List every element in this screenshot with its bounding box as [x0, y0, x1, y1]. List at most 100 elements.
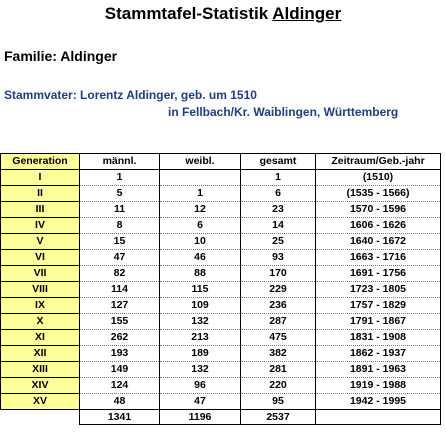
- cell-gesamt: 6: [240, 185, 316, 202]
- cell-gesamt: 14: [240, 217, 316, 234]
- table-row: IX 127 109 236 1757 - 1829: [0, 297, 441, 314]
- table-row: VIII 114 115 229 1723 - 1805: [0, 281, 441, 298]
- cell-maennlich: 155: [79, 313, 160, 330]
- cell-weiblich: 47: [159, 393, 241, 410]
- cell-zeitraum: 1757 - 1829: [315, 297, 441, 314]
- cell-generation: I: [0, 169, 80, 186]
- table-row: I 1 1 (1510): [0, 169, 441, 186]
- title-family-name: Aldinger: [272, 4, 342, 23]
- cell-maennlich: 1: [79, 169, 160, 186]
- cell-weiblich: 12: [159, 201, 241, 218]
- cell-zeitraum: 1919 - 1988: [315, 377, 441, 394]
- total-maennlich: 1341: [79, 409, 160, 425]
- cell-maennlich: 82: [79, 265, 160, 282]
- cell-gesamt: 220: [240, 377, 316, 394]
- cell-generation: II: [0, 185, 80, 202]
- header-gesamt: gesamt: [240, 153, 316, 170]
- cell-maennlich: 11: [79, 201, 160, 218]
- cell-weiblich: 213: [159, 329, 241, 346]
- table-row: X 155 132 287 1791 - 1867: [0, 313, 441, 330]
- cell-gesamt: 23: [240, 201, 316, 218]
- cell-gesamt: 93: [240, 249, 316, 266]
- cell-gesamt: 1: [240, 169, 316, 186]
- cell-gesamt: 287: [240, 313, 316, 330]
- cell-zeitraum: 1942 - 1995: [315, 393, 441, 410]
- cell-generation: XIII: [0, 361, 80, 378]
- cell-maennlich: 149: [79, 361, 160, 378]
- cell-weiblich: 10: [159, 233, 241, 250]
- cell-maennlich: 193: [79, 345, 160, 362]
- cell-generation: IV: [0, 217, 80, 234]
- cell-gesamt: 475: [240, 329, 316, 346]
- cell-weiblich: 132: [159, 361, 241, 378]
- cell-weiblich: 88: [159, 265, 241, 282]
- generation-table: Generation männl. weibl. gesamt Zeitraum…: [0, 153, 441, 425]
- cell-zeitraum: 1663 - 1716: [315, 249, 441, 266]
- cell-generation: VIII: [0, 281, 80, 298]
- cell-weiblich: 46: [159, 249, 241, 266]
- cell-gesamt: 281: [240, 361, 316, 378]
- family-label: Familie: Aldinger: [4, 48, 118, 64]
- cell-zeitraum: 1723 - 1805: [315, 281, 441, 298]
- table-row: V 15 10 25 1640 - 1672: [0, 233, 441, 250]
- cell-maennlich: 262: [79, 329, 160, 346]
- cell-maennlich: 127: [79, 297, 160, 314]
- cell-zeitraum: (1510): [315, 169, 441, 186]
- cell-generation: V: [0, 233, 80, 250]
- cell-maennlich: 114: [79, 281, 160, 298]
- header-generation: Generation: [0, 153, 80, 170]
- header-weiblich: weibl.: [159, 153, 241, 170]
- title-prefix: Stammtafel-Statistik: [104, 4, 273, 23]
- cell-gesamt: 229: [240, 281, 316, 298]
- cell-weiblich: 96: [159, 377, 241, 394]
- table-row: XII 193 189 382 1862 - 1937: [0, 345, 441, 362]
- cell-gesamt: 170: [240, 265, 316, 282]
- cell-maennlich: 15: [79, 233, 160, 250]
- cell-maennlich: 8: [79, 217, 160, 234]
- table-row: XIV 124 96 220 1919 - 1988: [0, 377, 441, 394]
- table-row: XV 48 47 95 1942 - 1995: [0, 393, 441, 410]
- cell-weiblich: 189: [159, 345, 241, 362]
- cell-generation: VII: [0, 265, 80, 282]
- table-total-row: 1341 1196 2537: [0, 409, 441, 425]
- cell-maennlich: 47: [79, 249, 160, 266]
- cell-zeitraum: 1606 - 1626: [315, 217, 441, 234]
- cell-generation: X: [0, 313, 80, 330]
- cell-zeitraum: 1691 - 1756: [315, 265, 441, 282]
- cell-zeitraum: 1831 - 1908: [315, 329, 441, 346]
- cell-gesamt: 236: [240, 297, 316, 314]
- total-weiblich: 1196: [159, 409, 241, 425]
- cell-maennlich: 5: [79, 185, 160, 202]
- cell-zeitraum: 1891 - 1963: [315, 361, 441, 378]
- page-title: Stammtafel-Statistik Aldinger: [0, 2, 446, 26]
- cell-maennlich: 124: [79, 377, 160, 394]
- cell-weiblich: 109: [159, 297, 241, 314]
- cell-maennlich: 48: [79, 393, 160, 410]
- cell-zeitraum: 1791 - 1867: [315, 313, 441, 330]
- cell-generation: XII: [0, 345, 80, 362]
- stammvater-line-2: in Fellbach/Kr. Waiblingen, Württemberg: [168, 105, 399, 119]
- table-row: III 11 12 23 1570 - 1596: [0, 201, 441, 218]
- total-gesamt: 2537: [240, 409, 316, 425]
- cell-generation: VI: [0, 249, 80, 266]
- cell-zeitraum: 1570 - 1596: [315, 201, 441, 218]
- table-row: IV 8 6 14 1606 - 1626: [0, 217, 441, 234]
- cell-weiblich: 1: [159, 185, 241, 202]
- cell-gesamt: 25: [240, 233, 316, 250]
- header-zeitraum: Zeitraum/Geb.-jahr: [315, 153, 441, 170]
- table-row: XIII 149 132 281 1891 - 1963: [0, 361, 441, 378]
- table-row: VII 82 88 170 1691 - 1756: [0, 265, 441, 282]
- cell-generation: XV: [0, 393, 80, 410]
- header-maennlich: männl.: [79, 153, 160, 170]
- cell-generation: III: [0, 201, 80, 218]
- total-label: [0, 409, 80, 425]
- cell-weiblich: 6: [159, 217, 241, 234]
- table-header-row: Generation männl. weibl. gesamt Zeitraum…: [0, 153, 441, 170]
- total-zeitraum: [315, 409, 441, 425]
- cell-weiblich: [159, 169, 241, 186]
- table-row: II 5 1 6 (1535 - 1566): [0, 185, 441, 202]
- cell-zeitraum: (1535 - 1566): [315, 185, 441, 202]
- cell-gesamt: 95: [240, 393, 316, 410]
- cell-zeitraum: 1862 - 1937: [315, 345, 441, 362]
- cell-generation: IX: [0, 297, 80, 314]
